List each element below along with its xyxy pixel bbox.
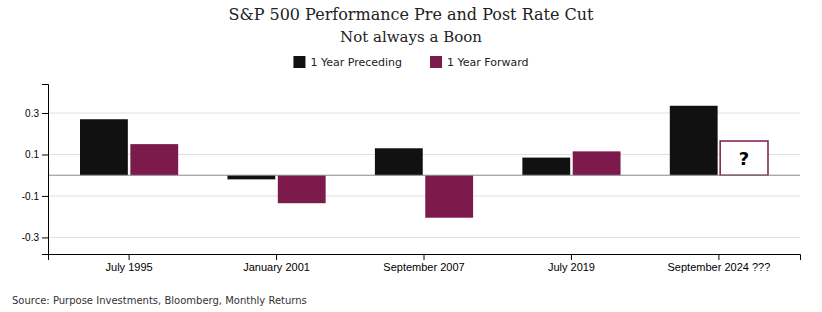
- legend-label: 1 Year Preceding: [310, 56, 402, 69]
- bar: [227, 175, 275, 179]
- bar: [522, 158, 570, 176]
- y-axis-line: [42, 85, 49, 255]
- y-axis: -0.3 -0.1 0.1 0.3: [22, 85, 49, 255]
- x-tick-mark: [571, 254, 572, 260]
- annotation: ?: [739, 148, 749, 169]
- legend-item: 1 Year Preceding: [293, 56, 402, 69]
- unknown-bar: [720, 141, 768, 175]
- x-tick-mark: [129, 254, 130, 260]
- y-tick: -0.1: [22, 191, 48, 202]
- x-tick: September 2007: [383, 254, 464, 273]
- x-tick-mark: [276, 254, 277, 260]
- x-tick-label: July 2019: [548, 261, 595, 273]
- x-tick-mark: [718, 254, 719, 260]
- y-tick: 0.3: [25, 108, 48, 119]
- bar: [573, 151, 621, 175]
- x-tick-label: September 2024 ???: [668, 261, 771, 273]
- legend: 1 Year Preceding 1 Year Forward: [293, 56, 528, 69]
- x-tick: July 1995: [106, 254, 153, 273]
- x-tick-label: January 2001: [243, 261, 310, 273]
- x-tick-label: July 1995: [106, 261, 153, 273]
- y-tick-label: 0.1: [25, 149, 39, 160]
- y-tick-label: -0.3: [22, 232, 40, 243]
- x-tick-label: September 2007: [383, 261, 464, 273]
- title: S&P 500 Performance Pre and Post Rate Cu…: [228, 5, 594, 24]
- y-tick-mark: [42, 154, 48, 155]
- grid-line: [48, 195, 800, 196]
- bar: [375, 148, 423, 175]
- legend-label: 1 Year Forward: [447, 56, 529, 69]
- subtitle: Not always a Boon: [340, 28, 482, 46]
- x-tick: January 2001: [243, 254, 310, 273]
- plot: ? -0.3 -0.1 0.1 0.3 July 1995 January 2001 Sept…: [22, 85, 801, 273]
- x-axis: July 1995 January 2001 September 2007 July …: [49, 254, 801, 273]
- x-tick: July 2019: [548, 254, 595, 273]
- y-tick-mark: [42, 237, 48, 238]
- y-tick: 0.1: [25, 149, 48, 160]
- x-tick-mark: [424, 254, 425, 260]
- legend-item: 1 Year Forward: [430, 56, 529, 69]
- bar: [425, 175, 473, 218]
- y-tick: -0.3: [22, 232, 48, 243]
- bar: [130, 144, 178, 175]
- bar: [80, 119, 128, 175]
- series: [80, 106, 718, 180]
- legend-swatch: [293, 56, 305, 68]
- bars: [80, 106, 768, 218]
- source: Source: Purpose Investments, Bloomberg, …: [12, 295, 307, 306]
- legend-swatch: [430, 56, 442, 68]
- bar: [278, 175, 326, 203]
- x-tick: September 2024 ???: [668, 254, 771, 273]
- y-tick-label: -0.1: [22, 191, 40, 202]
- x-axis-line: [49, 255, 801, 261]
- chart: S&P 500 Performance Pre and Post Rate Cu…: [0, 0, 822, 312]
- y-tick-label: 0.3: [25, 108, 39, 119]
- bar: [670, 106, 718, 175]
- y-tick-mark: [42, 113, 48, 114]
- series: [130, 144, 620, 218]
- annotations: ?: [739, 148, 749, 169]
- zero-line: [48, 175, 800, 176]
- grid-line: [48, 237, 800, 238]
- y-tick-mark: [42, 196, 48, 197]
